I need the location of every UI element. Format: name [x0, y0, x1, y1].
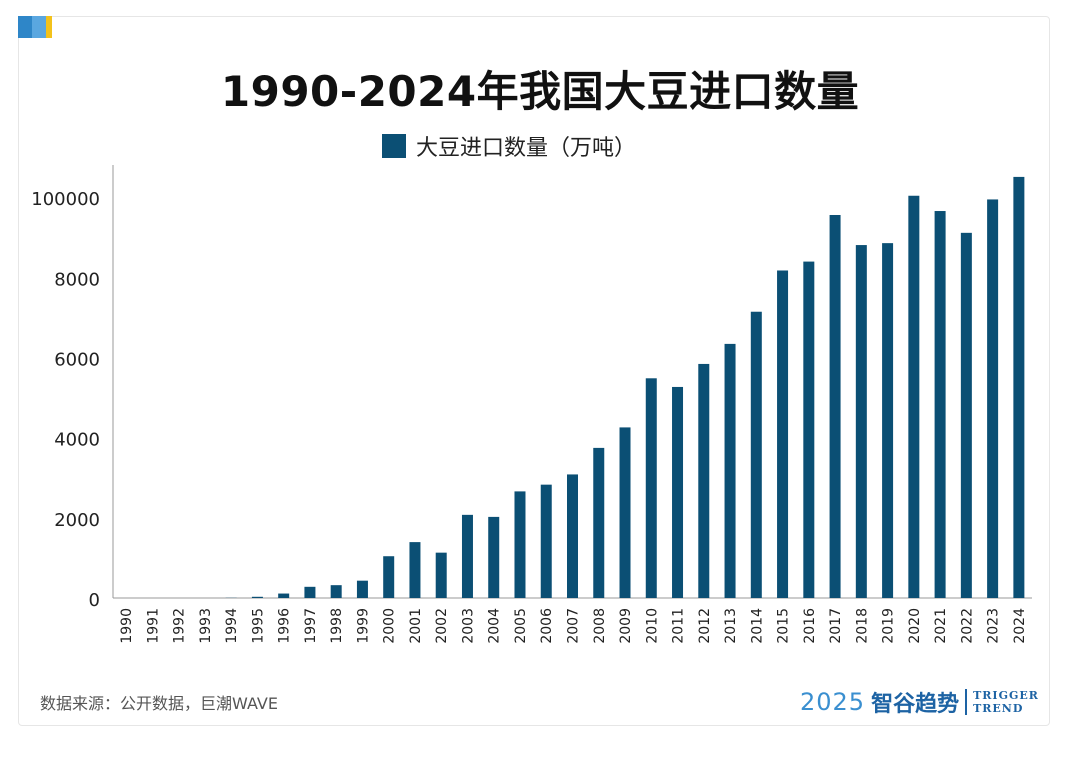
bar — [619, 427, 631, 598]
legend-swatch — [382, 134, 406, 158]
x-tick-label: 2004 — [487, 608, 503, 644]
x-tick-label: 1996 — [277, 608, 293, 644]
x-tick-label: 2000 — [382, 608, 398, 644]
y-tick-label: 6000 — [54, 349, 100, 370]
bar — [540, 484, 552, 598]
bar — [461, 514, 473, 598]
data-source: 数据来源：公开数据，巨潮WAVE — [40, 694, 278, 713]
x-tick-label: 1990 — [119, 608, 135, 644]
x-tick-label: 2008 — [592, 608, 608, 644]
x-tick-label: 2002 — [434, 608, 450, 644]
x-tick-label: 2018 — [854, 608, 870, 644]
y-tick-label: 2000 — [54, 510, 100, 531]
x-tick-label: 2013 — [723, 608, 739, 644]
x-tick-label: 2006 — [539, 608, 555, 644]
y-tick-label: 8000 — [54, 269, 100, 290]
bar — [593, 447, 605, 598]
bar — [251, 596, 263, 598]
y-tick-label: 0 — [89, 590, 100, 611]
y-tick-label: 100000 — [31, 189, 100, 210]
bar — [330, 585, 342, 598]
brand-logo: 2025 智谷趋势 TRIGGER TREND — [800, 686, 1039, 718]
bar — [488, 516, 500, 598]
bar — [829, 214, 841, 598]
corner-logo-mark — [18, 16, 54, 38]
brand-separator — [965, 689, 968, 715]
x-tick-label: 1992 — [172, 608, 188, 644]
x-tick-label: 2011 — [671, 608, 687, 644]
bar — [803, 261, 815, 598]
brand-en-line-1: TRIGGER — [973, 689, 1039, 702]
x-tick-label: 2012 — [697, 608, 713, 644]
x-tick-label: 2021 — [933, 608, 949, 644]
bar — [724, 343, 736, 598]
x-tick-label: 2001 — [408, 608, 424, 644]
x-tick-label: 2017 — [828, 608, 844, 644]
x-tick-label: 2016 — [802, 608, 818, 644]
x-tick-label: 2010 — [644, 608, 660, 644]
bar — [777, 270, 789, 598]
x-tick-label: 1997 — [303, 608, 319, 644]
bar — [855, 245, 867, 598]
x-tick-label: 2005 — [513, 608, 529, 644]
bar — [934, 211, 946, 598]
x-tick-label: 1991 — [145, 608, 161, 644]
bar — [987, 199, 999, 599]
bar — [645, 378, 657, 598]
bar — [435, 552, 447, 598]
bar — [882, 243, 894, 599]
brand-name: 智谷趋势 — [871, 691, 960, 717]
x-tick-label: 2009 — [618, 608, 634, 644]
bar — [356, 580, 368, 598]
bar — [698, 363, 710, 598]
x-tick-label: 2023 — [986, 608, 1002, 644]
bar — [567, 474, 578, 598]
x-tick-label: 1999 — [355, 608, 371, 644]
bar — [1013, 176, 1025, 598]
bar — [960, 232, 972, 598]
x-tick-label: 2014 — [749, 608, 765, 644]
bar — [514, 491, 526, 598]
y-tick-label: 4000 — [54, 430, 100, 451]
brand-year: 2025 — [800, 688, 866, 716]
x-tick-label: 2015 — [776, 608, 792, 644]
x-tick-label: 1998 — [329, 608, 345, 644]
bar — [383, 556, 395, 598]
x-tick-label: 2024 — [1012, 608, 1028, 644]
x-tick-label: 1993 — [198, 608, 214, 644]
x-tick-label: 2003 — [460, 608, 476, 644]
chart-title: 1990-2024年我国大豆进口数量 — [220, 67, 860, 116]
x-tick-label: 1995 — [250, 608, 266, 644]
x-tick-label: 2007 — [566, 608, 582, 644]
bar — [278, 593, 290, 598]
x-tick-label: 2019 — [881, 608, 897, 644]
chart-card — [18, 16, 1050, 726]
bar — [908, 195, 920, 598]
bar — [409, 542, 421, 598]
bar — [750, 311, 762, 598]
x-tick-label: 2022 — [959, 608, 975, 644]
bar — [304, 586, 316, 598]
legend-label: 大豆进口数量（万吨） — [416, 136, 637, 161]
x-tick-label: 2020 — [907, 608, 923, 644]
legend: 大豆进口数量（万吨） — [382, 130, 636, 162]
x-tick-label: 1994 — [224, 608, 240, 644]
brand-english: TRIGGER TREND — [973, 689, 1039, 715]
brand-en-line-2: TREND — [973, 702, 1024, 715]
bar — [672, 386, 684, 598]
